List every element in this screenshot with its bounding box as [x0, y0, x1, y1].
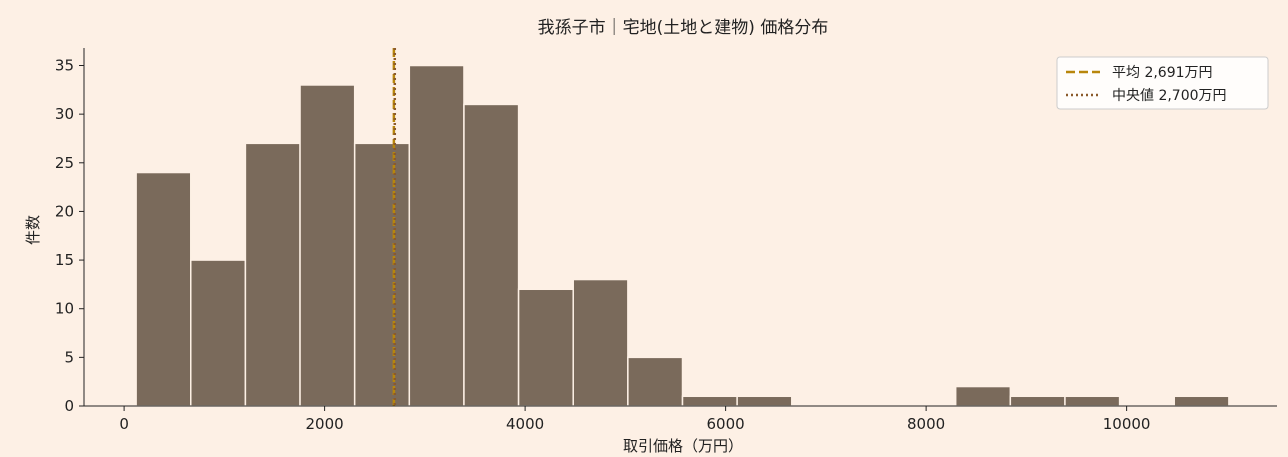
y-tick-label: 35: [55, 57, 74, 75]
histogram-bar-8: [517, 288, 574, 407]
x-ticks: 0 2000 4000 6000 8000 10000: [119, 406, 1150, 433]
legend-median-label: 中央値 2,700万円: [1112, 88, 1227, 104]
histogram-bar-9: [572, 278, 629, 407]
y-tick-label: 30: [55, 105, 74, 123]
x-tick-label: 10000: [1103, 415, 1151, 433]
x-tick-label: 0: [119, 415, 129, 433]
y-ticks: 0 5 10 15 20 25 30 35: [55, 57, 84, 415]
histogram-bar-2: [190, 259, 247, 407]
y-tick-label: 20: [55, 202, 74, 220]
histogram-bar-5: [353, 142, 411, 407]
y-tick-label: 25: [55, 154, 74, 172]
histogram-bar-3: [244, 142, 301, 407]
legend: 平均 2,691万円 中央値 2,700万円: [1056, 56, 1269, 110]
chart-title: 我孫子市｜宅地(土地と建物) 価格分布: [538, 18, 829, 38]
x-tick-label: 4000: [506, 415, 544, 433]
histogram-bar-11: [681, 395, 738, 407]
x-tick-label: 2000: [306, 415, 344, 433]
reference-lines: [392, 48, 397, 406]
histogram-bar-6: [408, 64, 465, 407]
histogram-bar-7: [463, 103, 520, 407]
histogram-bar-17: [1009, 395, 1066, 407]
histogram-bar-10: [627, 356, 684, 407]
histogram-bar-18: [1064, 395, 1121, 407]
y-tick-label: 0: [64, 397, 74, 415]
y-axis-label: 件数: [24, 215, 42, 245]
y-tick-label: 5: [64, 348, 74, 366]
histogram-bar-16: [954, 385, 1012, 407]
histogram-bar-20: [1173, 395, 1230, 407]
x-tick-label: 8000: [907, 415, 945, 433]
x-tick-label: 6000: [707, 415, 745, 433]
y-tick-label: 10: [55, 300, 74, 318]
legend-mean-label: 平均 2,691万円: [1112, 65, 1213, 81]
axes-group: [83, 48, 1277, 407]
histogram-bar-1: [135, 171, 192, 407]
bars-group: [135, 64, 1230, 407]
x-axis-label: 取引価格（万円）: [623, 437, 743, 455]
legend-box: [1056, 56, 1269, 110]
histogram-bar-4: [299, 84, 356, 407]
y-tick-label: 15: [55, 251, 74, 269]
histogram-bar-12: [736, 395, 793, 407]
